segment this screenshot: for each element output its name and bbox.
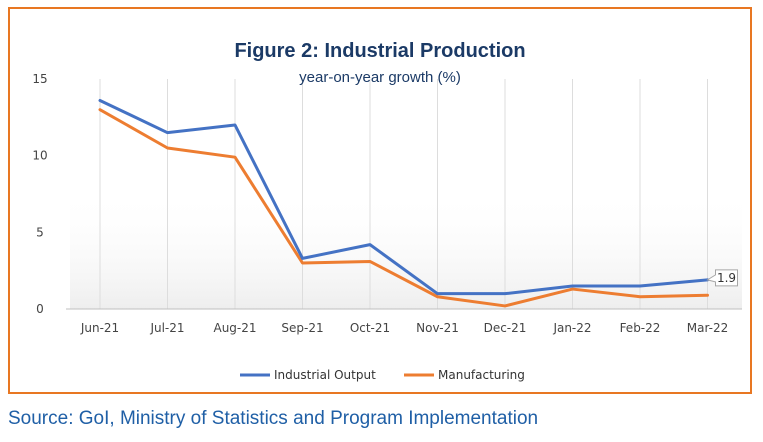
y-tick-5: 5 (36, 225, 44, 239)
x-tick-mar-22: Mar-22 (687, 321, 728, 335)
x-tick-sep-21: Sep-21 (281, 321, 323, 335)
x-tick-feb-22: Feb-22 (620, 321, 661, 335)
y-tick-0: 0 (36, 302, 44, 316)
source-note: Source: GoI, Ministry of Statistics and … (8, 408, 539, 429)
legend: Industrial Output Manufacturing (240, 368, 525, 382)
series-line-industrial-output (98, 98, 709, 296)
legend-label-manufacturing: Manufacturing (438, 368, 525, 382)
chart-title: Figure 2: Industrial Production (234, 40, 525, 62)
x-tick-aug-21: Aug-21 (213, 321, 256, 335)
x-tick-jun-21: Jun-21 (80, 321, 119, 335)
series-line-manufacturing (98, 108, 709, 308)
plot-background (70, 190, 742, 309)
x-tick-jul-21: Jul-21 (149, 321, 184, 335)
legend-label-industrial-output: Industrial Output (274, 368, 376, 382)
data-label-mar-22: 1.9 (717, 271, 736, 285)
x-tick-oct-21: Oct-21 (350, 321, 390, 335)
data-label-box (706, 269, 738, 287)
y-tick-15: 15 (32, 72, 47, 86)
x-tick-dec-21: Dec-21 (484, 321, 527, 335)
y-tick-10: 10 (32, 149, 47, 163)
chart-subtitle: year-on-year growth (%) (299, 69, 461, 86)
x-tick-jan-22: Jan-22 (552, 321, 591, 335)
x-tick-nov-21: Nov-21 (416, 321, 459, 335)
